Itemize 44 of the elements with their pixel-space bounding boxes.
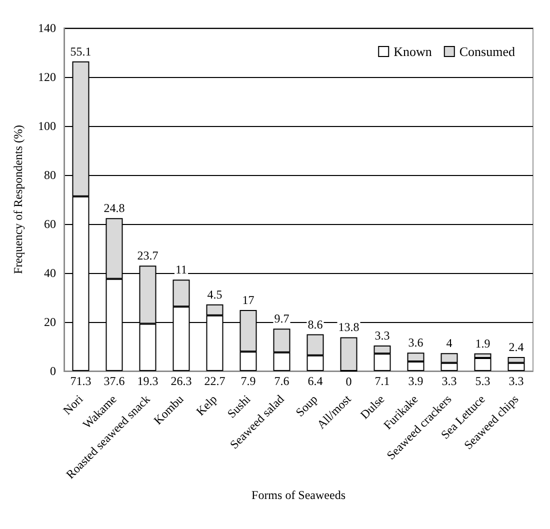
- data-label: 11: [175, 262, 188, 277]
- bar: [340, 337, 358, 371]
- x-tick-label: Soup: [292, 392, 320, 420]
- x-tick-label: Nori: [60, 392, 86, 418]
- y-axis-title: Frequency of Respondents (%): [11, 125, 25, 274]
- data-label: 4.5: [207, 287, 222, 302]
- data-label: 22.7: [204, 374, 226, 388]
- data-label: 71.3: [70, 374, 92, 388]
- data-label: 17: [242, 292, 254, 307]
- data-label: 9.7: [274, 312, 290, 326]
- data-label: 37.6: [104, 374, 125, 388]
- y-tick-label: 60: [44, 217, 56, 231]
- data-label: 7.6: [274, 374, 290, 388]
- data-label: 19.3: [137, 374, 158, 388]
- data-label: 13.8: [338, 320, 360, 334]
- data-label: 3.6: [408, 336, 424, 350]
- data-label: 7.9: [240, 374, 256, 388]
- data-label: 24.8: [104, 201, 125, 216]
- data-label: 2.4: [508, 340, 524, 354]
- y-tick-label: 100: [38, 119, 56, 133]
- data-label: 3.9: [408, 374, 424, 388]
- x-axis-title: Forms of Seaweeds: [252, 488, 346, 502]
- data-label: 26.3: [170, 374, 192, 388]
- data-label: 3.3: [374, 328, 390, 343]
- y-tick-label: 0: [50, 364, 56, 378]
- data-label: 3.3: [508, 374, 524, 388]
- legend-label: Consumed: [459, 44, 516, 59]
- data-label: 23.7: [137, 248, 158, 263]
- legend-label: Known: [394, 44, 432, 59]
- x-tick-label: Kelp: [193, 392, 220, 418]
- y-tick-label: 80: [44, 168, 56, 182]
- data-label: 5.3: [475, 374, 490, 388]
- data-label: 3.3: [442, 374, 457, 388]
- data-label: 4: [446, 336, 452, 350]
- data-label: 8.6: [308, 317, 323, 332]
- data-label: 55.1: [70, 44, 92, 58]
- data-label: 1.9: [475, 336, 490, 350]
- y-tick-label: 120: [38, 70, 56, 84]
- data-label: 7.1: [374, 374, 390, 388]
- y-tick-label: 20: [44, 315, 56, 329]
- y-tick-label: 40: [44, 266, 56, 280]
- data-label: 0: [346, 374, 352, 388]
- data-label: 6.4: [308, 374, 323, 388]
- y-tick-label: 140: [38, 21, 56, 35]
